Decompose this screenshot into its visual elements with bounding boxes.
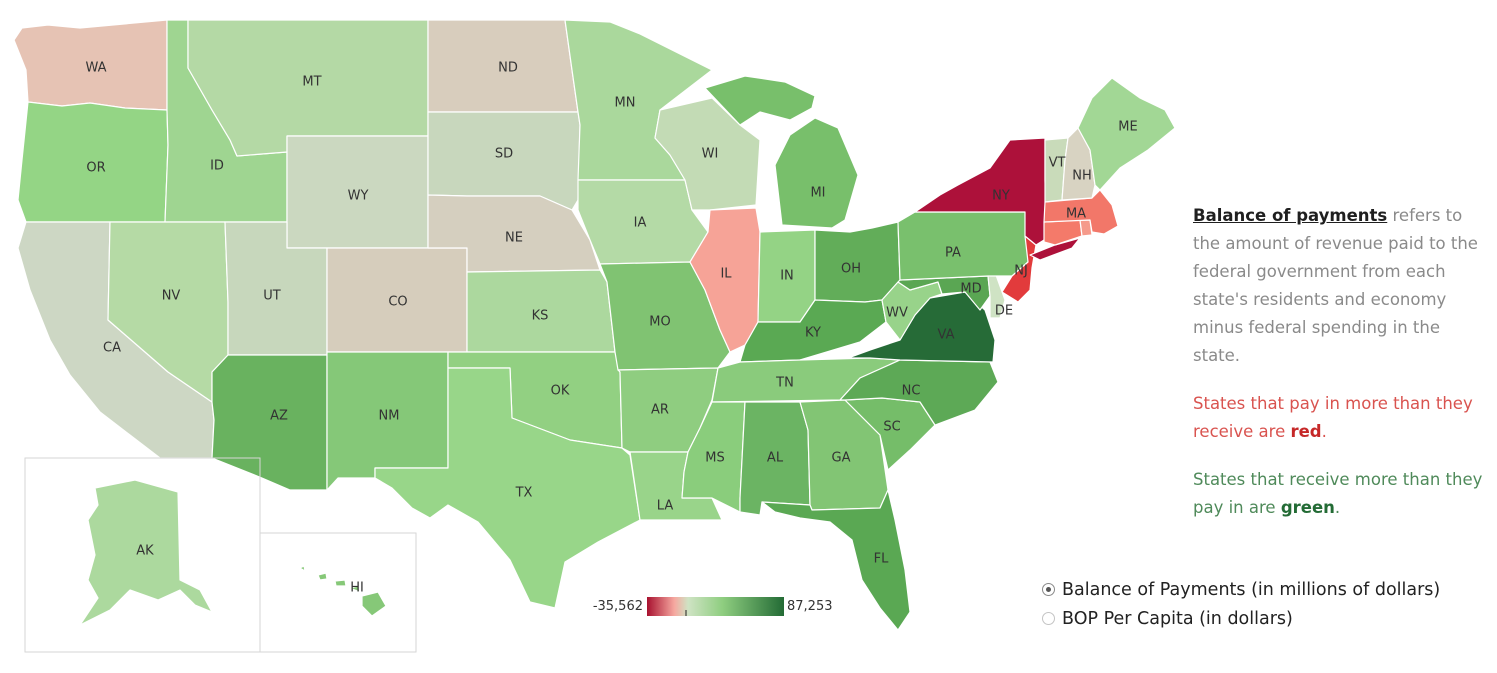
state-TX[interactable] [374, 367, 641, 609]
legend-gradient-bar [647, 597, 784, 616]
state-DE[interactable] [987, 274, 1006, 319]
state-IN[interactable] [757, 229, 816, 323]
measure-option-label: Balance of Payments (in millions of doll… [1062, 579, 1441, 600]
radio-unselected-icon[interactable] [1042, 612, 1055, 625]
legend-max-label: 87,253 [787, 599, 833, 614]
state-AL[interactable] [739, 401, 811, 516]
state-NC[interactable] [839, 359, 999, 426]
state-ND[interactable] [427, 19, 579, 113]
state-MI[interactable] [774, 117, 859, 229]
state-MA[interactable] [1043, 189, 1119, 235]
state-HI[interactable] [299, 565, 387, 617]
state-WA[interactable] [13, 19, 168, 111]
measure-option-label: BOP Per Capita (in dollars) [1062, 608, 1293, 629]
red-explanation-text: States that pay in more than they receiv… [1193, 394, 1473, 441]
state-NY-li[interactable] [1029, 237, 1081, 261]
description-panel: Balance of payments refers to the amount… [1193, 202, 1488, 542]
definition-text: refers to the amount of revenue paid to … [1193, 206, 1478, 365]
state-OR[interactable] [17, 101, 169, 223]
red-period: . [1321, 422, 1327, 441]
red-word: red [1290, 422, 1322, 441]
state-MI-upper[interactable] [704, 75, 816, 126]
red-explanation: States that pay in more than they receiv… [1193, 390, 1488, 446]
measure-selector: Balance of Payments (in millions of doll… [1042, 575, 1440, 633]
state-KS[interactable] [466, 269, 616, 353]
radio-selected-icon[interactable] [1042, 583, 1055, 596]
state-NE[interactable] [427, 194, 601, 273]
state-PA[interactable] [897, 211, 1033, 281]
term-balance-of-payments: Balance of payments [1193, 206, 1388, 225]
state-OH[interactable] [814, 221, 901, 303]
state-WY[interactable] [286, 135, 429, 249]
measure-option-balance-of-payments[interactable]: Balance of Payments (in millions of doll… [1042, 575, 1440, 604]
state-AZ[interactable] [211, 354, 328, 491]
color-legend: -35,562 87,253 [593, 597, 833, 616]
state-AK[interactable] [79, 479, 213, 626]
green-word: green [1280, 498, 1335, 517]
state-ME[interactable] [1077, 77, 1176, 191]
state-CO[interactable] [326, 247, 468, 353]
hawaii-inset-frame [259, 532, 417, 653]
measure-option-bop-per-capita[interactable]: BOP Per Capita (in dollars) [1042, 604, 1440, 633]
definition-paragraph: Balance of payments refers to the amount… [1193, 202, 1488, 370]
state-FL[interactable] [761, 489, 911, 631]
green-explanation: States that receive more than they pay i… [1193, 466, 1488, 522]
green-period: . [1334, 498, 1341, 517]
legend-min-label: -35,562 [593, 599, 643, 614]
green-explanation-text: States that receive more than they pay i… [1193, 470, 1483, 517]
state-IL[interactable] [689, 207, 761, 353]
